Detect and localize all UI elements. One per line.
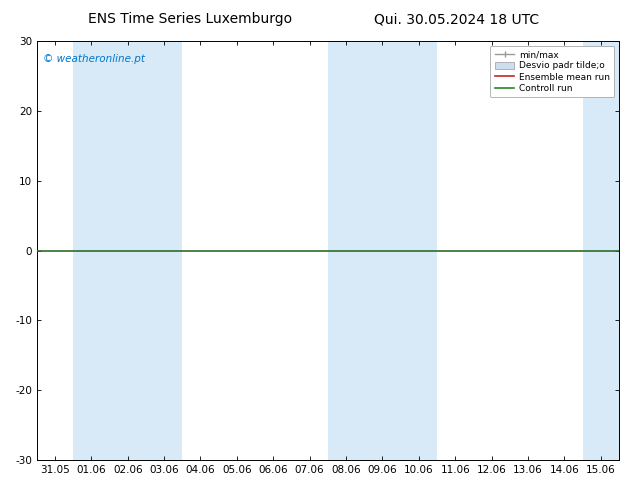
Text: ENS Time Series Luxemburgo: ENS Time Series Luxemburgo — [88, 12, 292, 26]
Text: © weatheronline.pt: © weatheronline.pt — [42, 53, 145, 64]
Bar — [583, 41, 619, 460]
Bar — [328, 41, 437, 460]
Legend: min/max, Desvio padr tilde;o, Ensemble mean run, Controll run: min/max, Desvio padr tilde;o, Ensemble m… — [490, 46, 614, 98]
Text: Qui. 30.05.2024 18 UTC: Qui. 30.05.2024 18 UTC — [374, 12, 539, 26]
Bar — [73, 41, 183, 460]
